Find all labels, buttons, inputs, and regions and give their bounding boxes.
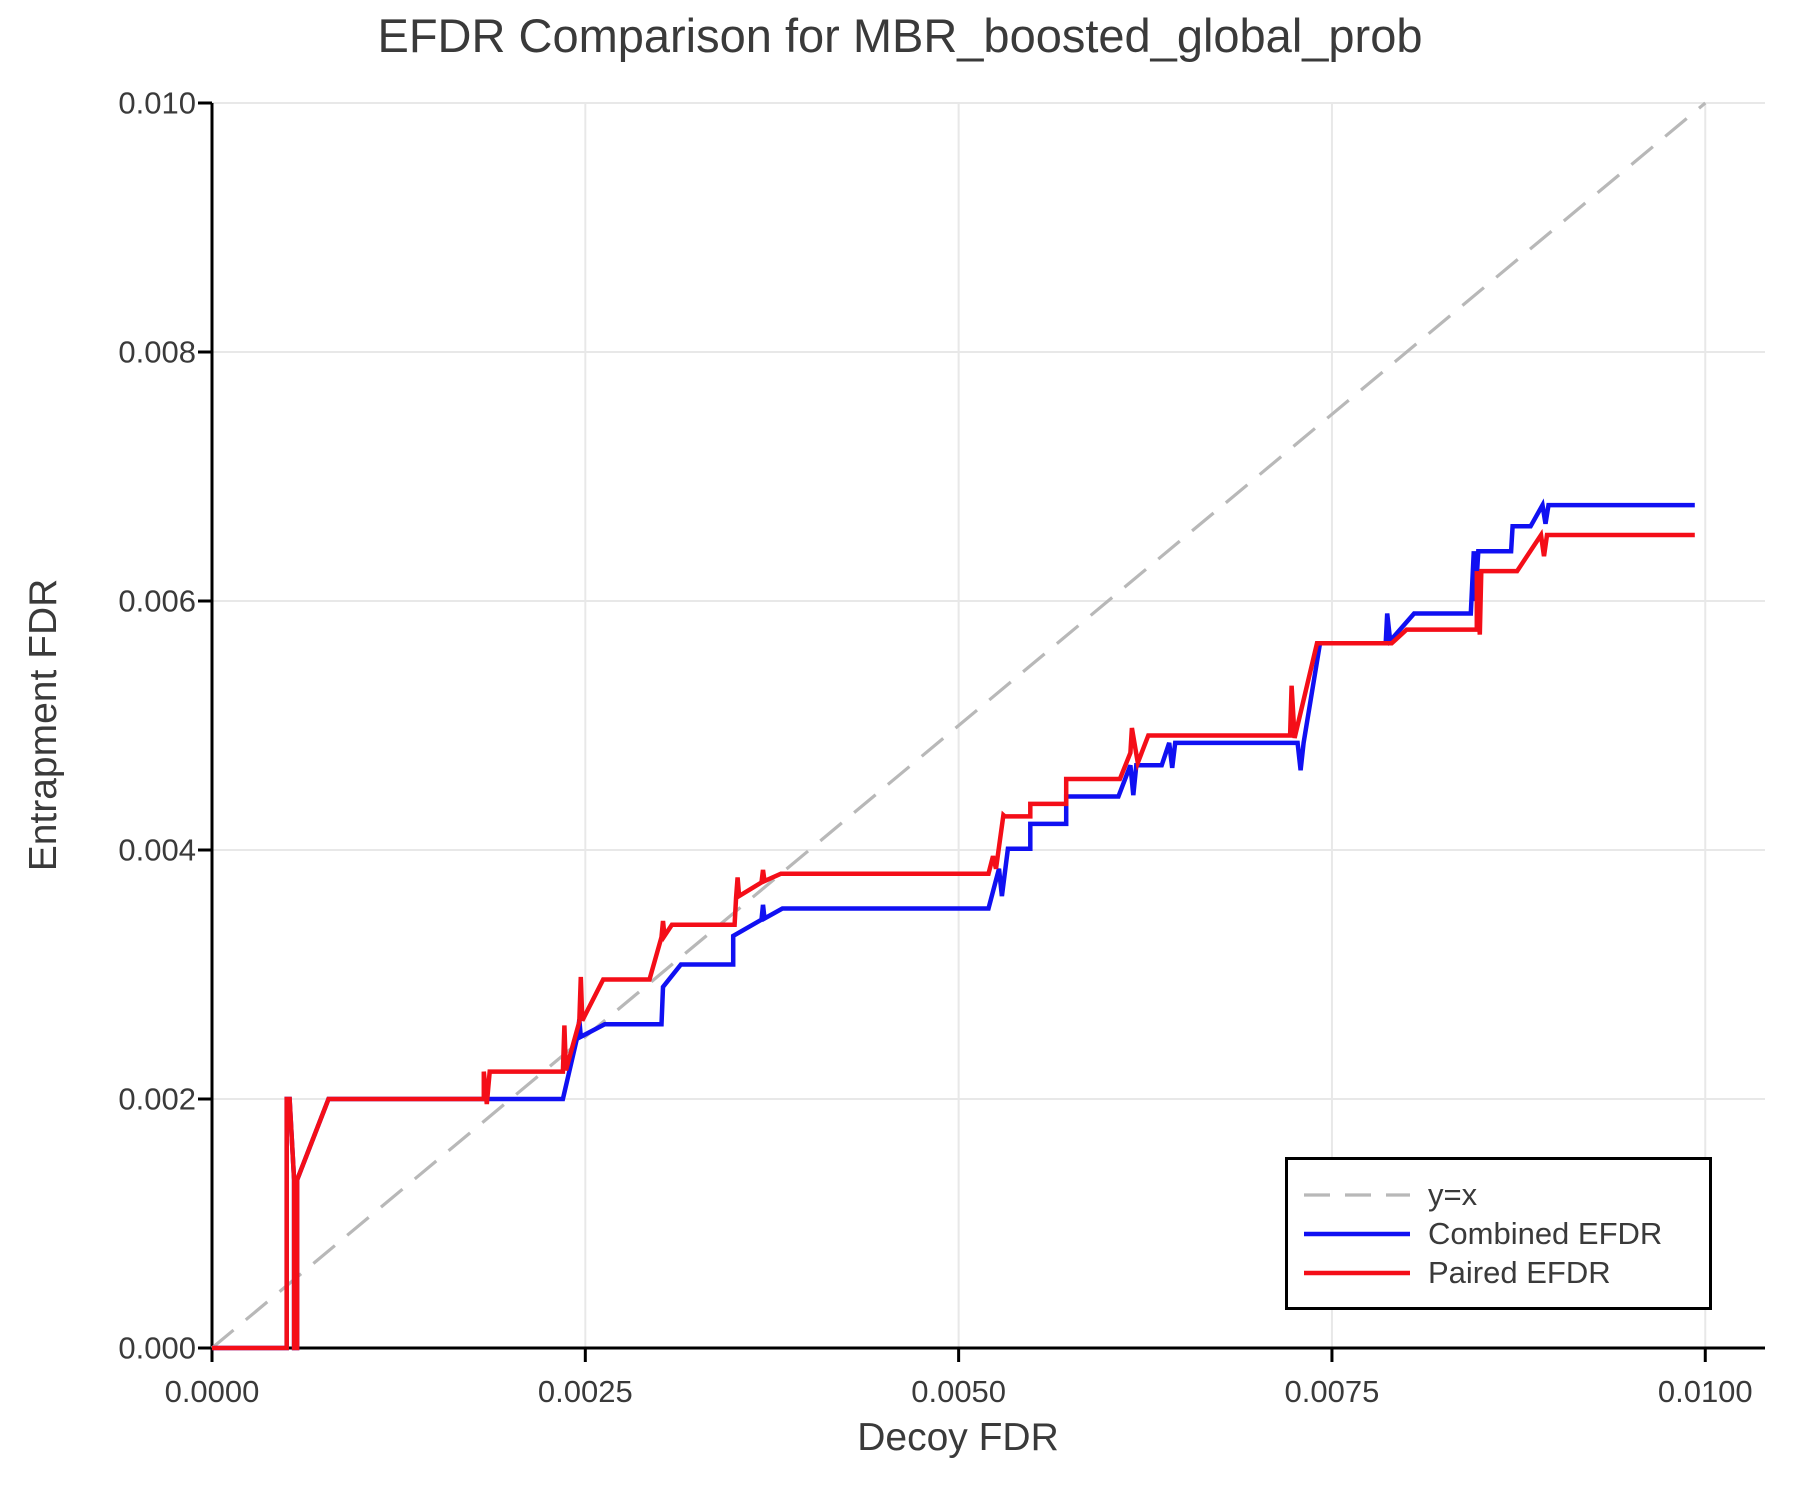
legend: y=x Combined EFDR Paired EFDR [1285, 1157, 1712, 1310]
x-tick-label: 0.0000 [165, 1374, 260, 1409]
x-tick-label: 0.0050 [911, 1374, 1006, 1409]
y-tick-label: 0.008 [118, 335, 196, 370]
legend-line-sample [1304, 1192, 1410, 1197]
x-axis-label: Decoy FDR [857, 1416, 1059, 1459]
legend-entry: Combined EFDR [1302, 1214, 1709, 1253]
y-tick-label: 0.000 [118, 1331, 196, 1366]
x-tick-label: 0.0100 [1658, 1374, 1753, 1409]
series-line-combined-efdr [212, 498, 1695, 1351]
series-line-paired-efdr [212, 528, 1695, 1351]
legend-label: y=x [1428, 1176, 1478, 1212]
y-tick-label: 0.002 [118, 1082, 196, 1117]
y-tick-label: 0.010 [118, 86, 196, 121]
legend-entry: Paired EFDR [1302, 1253, 1709, 1292]
chart-title: EFDR Comparison for MBR_boosted_global_p… [377, 9, 1423, 62]
legend-line-sample [1304, 1270, 1410, 1275]
legend-label: Combined EFDR [1428, 1215, 1663, 1251]
y-tick-label: 0.006 [118, 584, 196, 619]
legend-line-sample [1304, 1231, 1410, 1236]
legend-entry: y=x [1302, 1175, 1709, 1214]
legend-label: Paired EFDR [1428, 1254, 1611, 1290]
series-line-y-x [210, 101, 1707, 1350]
x-tick-label: 0.0075 [1285, 1374, 1380, 1409]
y-tick-label: 0.004 [118, 833, 196, 868]
x-tick-label: 0.0025 [538, 1374, 633, 1409]
y-axis-label: Entrapment FDR [22, 578, 65, 872]
